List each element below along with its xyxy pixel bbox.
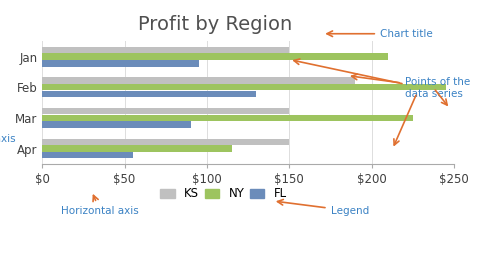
- Bar: [42, 77, 355, 84]
- Bar: [42, 115, 413, 121]
- Text: Points of the
data series: Points of the data series: [352, 74, 470, 99]
- Bar: [42, 91, 257, 97]
- Bar: [42, 145, 232, 152]
- Bar: [42, 108, 289, 114]
- Bar: [42, 47, 289, 53]
- Bar: [42, 152, 133, 158]
- Legend: KS, NY, FL: KS, NY, FL: [156, 182, 292, 205]
- Title: Profit by Region: Profit by Region: [138, 15, 292, 34]
- Bar: [42, 121, 191, 128]
- Bar: [42, 60, 199, 67]
- Text: Chart title: Chart title: [327, 29, 433, 39]
- Bar: [42, 54, 388, 60]
- Bar: [42, 139, 289, 145]
- Text: Vertical axis: Vertical axis: [0, 134, 15, 144]
- Bar: [42, 84, 446, 91]
- Text: Legend: Legend: [277, 200, 369, 216]
- Text: Horizontal axis: Horizontal axis: [61, 195, 139, 216]
